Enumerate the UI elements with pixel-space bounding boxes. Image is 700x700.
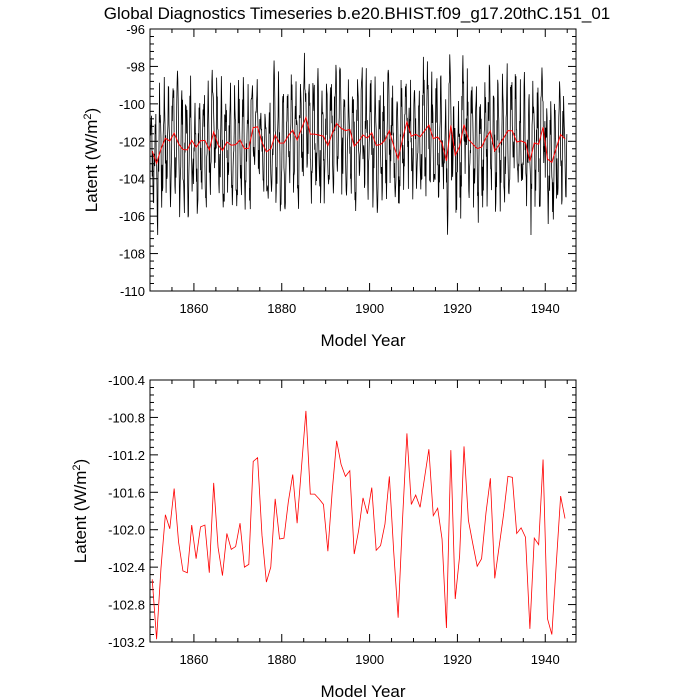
top-panel-ticks: 1860 1880 1900 1920 1940 -110 -108 -106 -104 -102… [119, 22, 576, 316]
x-tick-label: 1940 [531, 652, 560, 667]
y-tick-label: -103.2 [108, 635, 145, 650]
chart-title: Global Diagnostics Timeseries b.e20.BHIS… [104, 4, 611, 23]
y-tick-label: -98 [126, 59, 145, 74]
x-tick-label: 1880 [267, 301, 296, 316]
y-tick-label: -110 [120, 284, 145, 299]
y-tick-label: -100.4 [108, 373, 145, 388]
y-tick-label: -102 [119, 134, 145, 149]
bottom-y-axis-title: Latent (W/m2) [71, 459, 90, 563]
top-panel-series [149, 52, 568, 236]
top-panel: 1860 1880 1900 1920 1940 -110 -108 -106 -104 -102… [82, 22, 577, 350]
y-tick-label: -102.8 [108, 598, 145, 613]
bottom-panel-series [151, 410, 566, 640]
y-tick-label: -106 [119, 209, 145, 224]
monthly-series-line [149, 52, 568, 236]
x-tick-label: 1900 [355, 652, 384, 667]
y-tick-label: -101.6 [108, 485, 145, 500]
x-tick-label: 1860 [179, 301, 208, 316]
top-y-axis-title: Latent (W/m2) [82, 108, 101, 212]
bottom-panel-ticks: 1860 1880 1900 1920 1940 -103.2 -102.8 -102.4 -1… [108, 373, 576, 667]
x-tick-label: 1920 [443, 652, 472, 667]
annual-series-line-top [151, 115, 566, 165]
bottom-panel-frame [149, 379, 577, 643]
y-tick-label: -108 [119, 247, 145, 262]
y-tick-label: -100.8 [108, 410, 145, 425]
y-tick-label: -102.4 [108, 560, 145, 575]
top-x-axis-title: Model Year [320, 331, 405, 350]
y-tick-label: -100 [119, 97, 145, 112]
top-panel-frame [149, 28, 577, 292]
y-tick-label: -104 [119, 172, 145, 187]
x-tick-label: 1860 [179, 652, 208, 667]
y-tick-label: -101.2 [108, 448, 145, 463]
x-tick-label: 1940 [531, 301, 560, 316]
y-tick-label: -102.0 [108, 523, 145, 538]
bottom-x-axis-title: Model Year [320, 682, 405, 700]
x-tick-label: 1900 [355, 301, 384, 316]
x-tick-label: 1920 [443, 301, 472, 316]
x-tick-label: 1880 [267, 652, 296, 667]
annual-series-line [151, 410, 566, 640]
y-tick-label: -96 [126, 22, 145, 37]
bottom-panel: 1860 1880 1900 1920 1940 -103.2 -102.8 -102.4 -1… [71, 373, 577, 700]
